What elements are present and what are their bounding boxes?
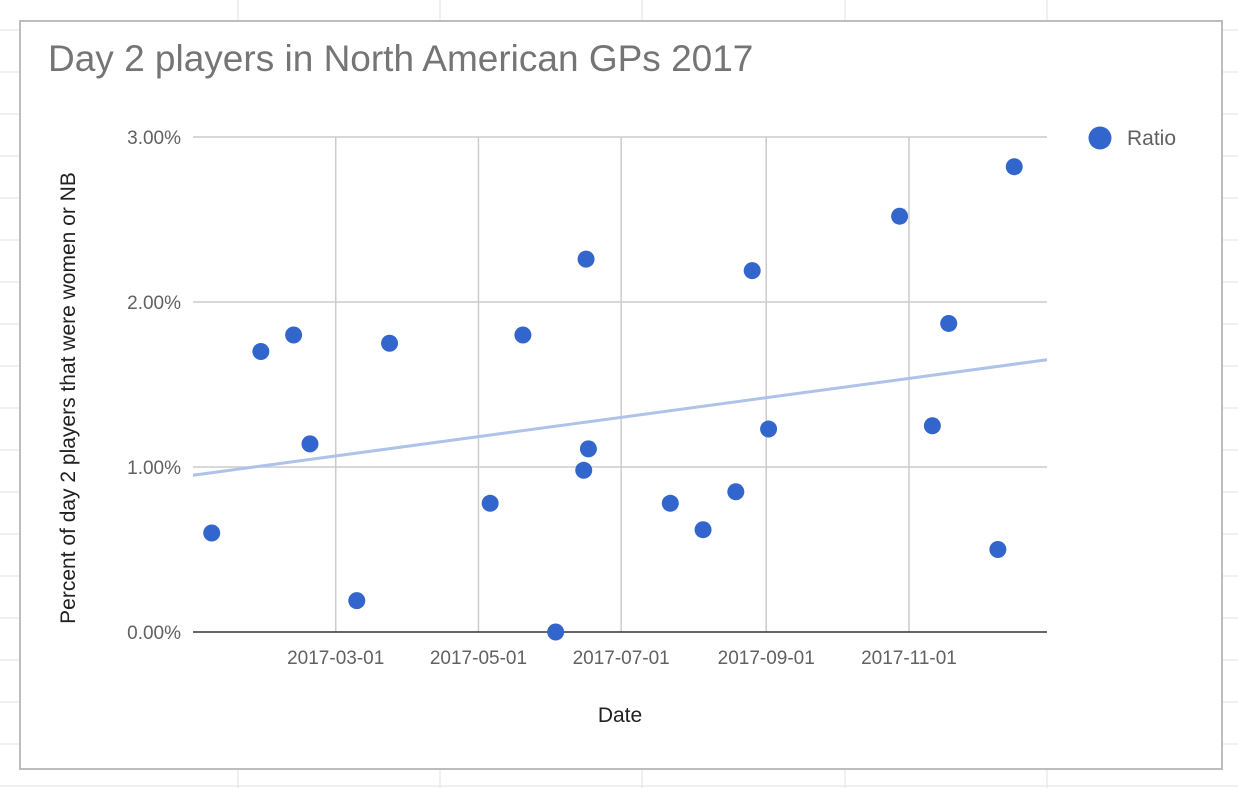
y-tick-labels: 0.00% 1.00% 2.00% 3.00% bbox=[127, 128, 181, 644]
data-point[interactable] bbox=[575, 461, 593, 479]
y-axis-title: Percent of day 2 players that were women… bbox=[57, 172, 80, 624]
y-tick-label: 3.00% bbox=[127, 128, 181, 149]
x-tick-label: 2017-03-01 bbox=[287, 648, 384, 669]
data-point[interactable] bbox=[381, 334, 399, 352]
legend[interactable]: Ratio bbox=[1088, 126, 1177, 151]
data-point[interactable] bbox=[923, 417, 941, 435]
legend-label-ratio: Ratio bbox=[1127, 127, 1176, 150]
data-point[interactable] bbox=[301, 435, 319, 453]
data-point[interactable] bbox=[989, 541, 1007, 558]
data-point[interactable] bbox=[348, 592, 366, 610]
data-point[interactable] bbox=[252, 343, 270, 360]
data-point[interactable] bbox=[661, 494, 679, 512]
x-axis-title: Date bbox=[598, 704, 642, 727]
y-tick-label: 2.00% bbox=[127, 293, 181, 314]
data-point[interactable] bbox=[940, 314, 958, 332]
data-point[interactable] bbox=[203, 524, 221, 542]
data-point[interactable] bbox=[1005, 158, 1023, 176]
x-tick-label: 2017-11-01 bbox=[861, 648, 957, 669]
data-point[interactable] bbox=[514, 326, 532, 344]
data-point[interactable] bbox=[481, 494, 499, 512]
data-point[interactable] bbox=[547, 623, 565, 641]
data-point[interactable] bbox=[579, 440, 597, 458]
chart-title: Day 2 players in North American GPs 2017 bbox=[48, 38, 754, 79]
data-points bbox=[203, 158, 1023, 641]
x-tick-labels: 2017-03-01 2017-05-01 2017-07-01 2017-09-01… bbox=[287, 648, 957, 669]
data-point[interactable] bbox=[694, 521, 712, 539]
data-point[interactable] bbox=[760, 420, 778, 438]
x-tick-label: 2017-09-01 bbox=[718, 648, 815, 669]
data-point[interactable] bbox=[727, 483, 745, 501]
legend-marker-ratio bbox=[1088, 126, 1112, 150]
data-point[interactable] bbox=[577, 250, 595, 268]
x-tick-label: 2017-05-01 bbox=[430, 648, 527, 669]
y-tick-label: 1.00% bbox=[127, 458, 181, 479]
gridlines bbox=[193, 136, 1047, 632]
trendline bbox=[192, 358, 1048, 477]
data-point[interactable] bbox=[285, 326, 303, 344]
y-tick-label: 0.00% bbox=[127, 623, 181, 644]
data-point[interactable] bbox=[891, 207, 909, 225]
data-point[interactable] bbox=[743, 262, 761, 280]
x-tick-label: 2017-07-01 bbox=[573, 648, 670, 669]
